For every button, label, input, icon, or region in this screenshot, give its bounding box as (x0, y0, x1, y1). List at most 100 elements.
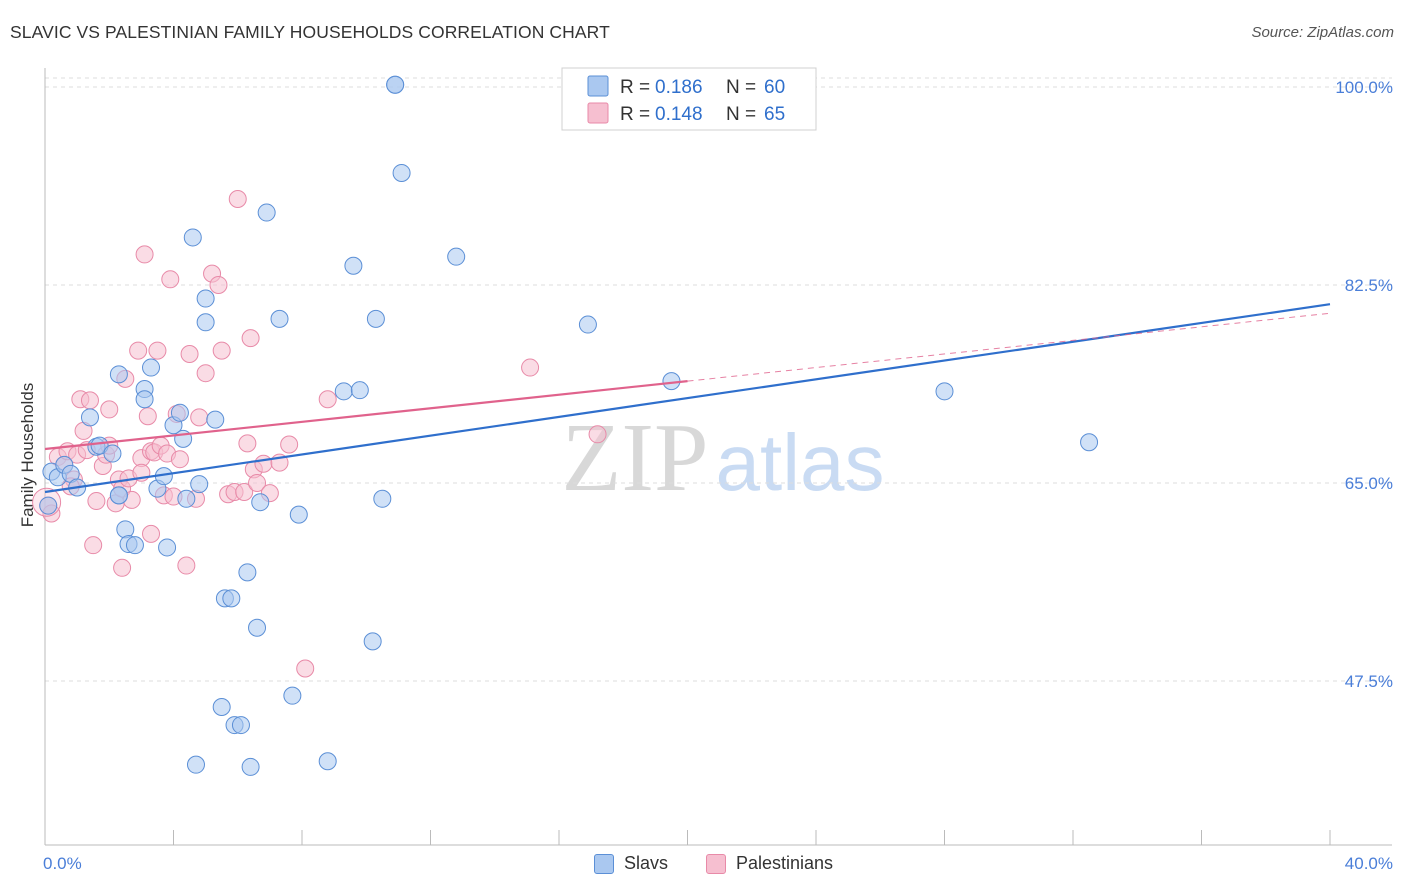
palestinians-point (280, 435, 299, 454)
slavs-point (109, 486, 128, 505)
legend-pal-r-label: R = (620, 104, 650, 125)
slavs-point (90, 436, 109, 455)
palestinians-point (135, 245, 154, 264)
slavs-point (238, 563, 257, 582)
palestinians-points (32, 189, 607, 678)
slavs-point (289, 505, 308, 524)
y-tick-label-3: 47.5% (1345, 672, 1393, 691)
slavs-point (241, 757, 260, 776)
palestinians-point (254, 454, 273, 473)
slavs-point (578, 315, 597, 334)
slavs-point (935, 382, 954, 401)
slavs-point (318, 752, 337, 771)
palestinians-point (238, 434, 257, 453)
slavs-point (392, 163, 411, 182)
slavs-point (248, 618, 267, 637)
palestinians-point (177, 556, 196, 575)
watermark-zip: ZIP (562, 404, 709, 512)
chart-title: SLAVIC VS PALESTINIAN FAMILY HOUSEHOLDS … (10, 22, 610, 42)
correlation-legend: R = 0.186 N = 60 R = 0.148 N = 65 (561, 67, 817, 131)
palestinians-point (84, 536, 103, 555)
slavs-point (190, 475, 209, 494)
slavs-point (363, 632, 382, 651)
palestinians-point (148, 341, 167, 360)
slavs-point (135, 390, 154, 409)
slavs-point (257, 203, 276, 222)
slavs-point (350, 381, 369, 400)
trend-lines (44, 303, 1331, 494)
palestinians-point (588, 425, 607, 444)
palestinians-point (228, 189, 247, 208)
slavs-point (103, 444, 122, 463)
legend-pal-n-label: N = (726, 104, 756, 125)
series-legend-slavs[interactable]: Slavs (594, 853, 668, 874)
palestinians-point (113, 558, 132, 577)
slavs-point (366, 309, 385, 328)
legend-slavs-r-value: 0.186 (655, 77, 703, 98)
slavs-point (251, 493, 270, 512)
x-tick-label-1: 40.0% (1345, 854, 1393, 873)
palestinians-legend-label: Palestinians (736, 853, 834, 873)
slavs-swatch (594, 853, 614, 874)
slavs-point (373, 489, 392, 508)
axes (44, 68, 1392, 846)
legend-swatch-slavs (587, 75, 609, 97)
slavs-point (125, 536, 144, 555)
slavs-point (116, 520, 135, 539)
slavs-point (80, 408, 99, 427)
palestinians-point (248, 473, 267, 492)
slavs-point (142, 358, 161, 377)
palestinians-point (241, 329, 260, 348)
palestinians-point (212, 341, 231, 360)
palestinians-point (138, 407, 157, 426)
palestinians-point (190, 408, 209, 427)
legend-slavs-n-label: N = (726, 77, 756, 98)
slavs-point (196, 289, 215, 308)
slavs-point (206, 410, 225, 429)
series-legend: Slavs Palestinians (0, 853, 1406, 877)
palestinians-swatch (706, 853, 726, 874)
palestinians-point (100, 400, 119, 419)
series-legend-palestinians[interactable]: Palestinians (706, 853, 833, 874)
legend-swatch-palestinians (587, 102, 609, 124)
slavs-point (109, 365, 128, 384)
y-tick-label-2: 65.0% (1345, 474, 1393, 493)
slavs-point (183, 228, 202, 247)
y-tick-labels: 100.0% 82.5% 65.0% 47.5% (1335, 78, 1393, 691)
slavs-point (39, 496, 58, 515)
slavs-point (186, 755, 205, 774)
slavs-point (177, 489, 196, 508)
slavs-point (196, 313, 215, 332)
palestinians-point (129, 341, 148, 360)
source-label: Source: ZipAtlas.com (1251, 24, 1394, 41)
palestinians-point (161, 270, 180, 289)
palestinians-point (521, 358, 540, 377)
palestinians-point (209, 275, 228, 294)
palestinians-point (296, 659, 315, 678)
y-tick-label-1: 82.5% (1345, 276, 1393, 295)
palestinians-point (318, 390, 337, 409)
palestinians-point (180, 344, 199, 363)
legend-slavs-n-value: 60 (764, 77, 785, 98)
palestinians-trend-extension (687, 312, 1331, 382)
palestinians-point (87, 492, 106, 511)
x-tick-label-0: 0.0% (43, 854, 82, 873)
palestinians-point (196, 364, 215, 383)
legend-pal-n-value: 65 (764, 104, 785, 125)
slavs-legend-label: Slavs (624, 853, 669, 873)
palestinians-point (142, 524, 161, 543)
legend-slavs-r-label: R = (620, 77, 650, 98)
slavs-point (386, 75, 405, 94)
legend-pal-r-value: 0.148 (655, 104, 703, 125)
palestinians-trend-line (44, 380, 688, 451)
gridlines (45, 77, 1392, 682)
slavs-point (283, 686, 302, 705)
slavs-point (231, 716, 250, 735)
x-tick-labels: 0.0% 40.0% (43, 854, 1393, 873)
slavs-point (334, 382, 353, 401)
slavs-point (344, 256, 363, 275)
y-tick-label-0: 100.0% (1335, 78, 1393, 97)
watermark-atlas: atlas (716, 418, 885, 507)
slavs-point (212, 697, 231, 716)
